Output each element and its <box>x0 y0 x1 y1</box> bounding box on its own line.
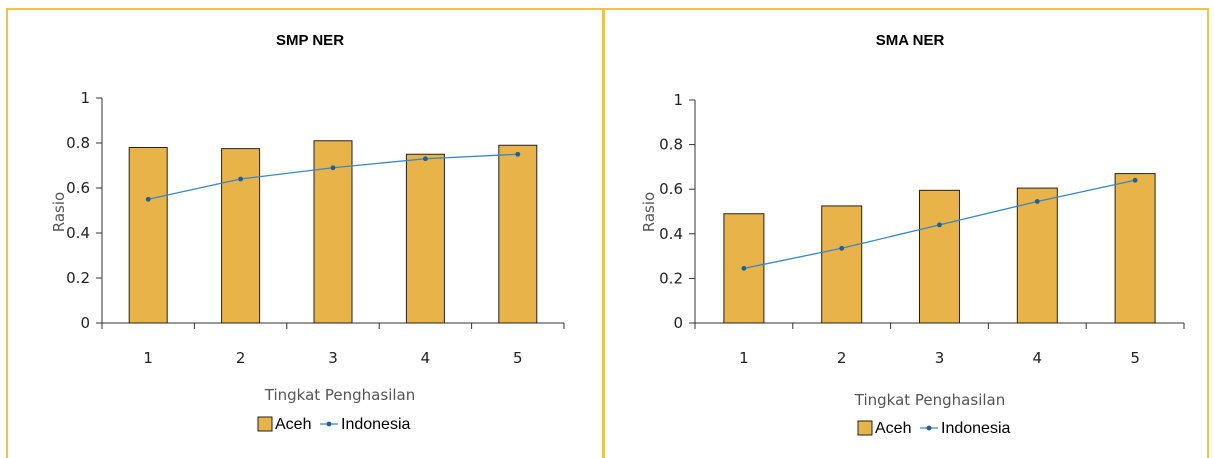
x-axis-label: Tingkat Penghasilan <box>854 391 1005 409</box>
x-tick-label: 5 <box>1130 349 1140 367</box>
y-tick-label: 0.2 <box>659 269 683 287</box>
y-tick-label: 0.4 <box>66 224 90 242</box>
x-tick-label: 4 <box>1033 349 1043 367</box>
y-tick-label: 0 <box>80 314 90 332</box>
y-tick-label: 0.4 <box>659 225 683 243</box>
point-indonesia <box>937 222 942 228</box>
chart-2: SMA NER 0 0.2 0.4 0.6 0.8 1 1 2 3 4 5 Rasio Tingkat P… <box>640 32 1185 437</box>
x-tick-label: 5 <box>513 349 523 367</box>
bar-aceh <box>405 153 445 324</box>
legend-label-indonesia: Indonesia <box>341 416 410 433</box>
point-indonesia <box>839 245 845 251</box>
legend-swatch-aceh <box>257 416 273 432</box>
y-tick-label: 0.6 <box>66 179 90 197</box>
x-tick-label: 3 <box>328 349 338 367</box>
chart-title: SMP NER <box>276 32 344 49</box>
x-axis-label: Tingkat Penghasilan <box>264 386 415 404</box>
sma-ner-panel <box>603 8 1209 458</box>
point-indonesia <box>1034 199 1040 204</box>
y-tick-label: 0.2 <box>66 269 90 287</box>
y-tick-label: 0 <box>673 314 683 332</box>
point-indonesia <box>423 156 428 162</box>
bar-aceh <box>1016 187 1058 324</box>
x-tick-label: 4 <box>421 349 431 367</box>
bar-aceh <box>919 189 960 324</box>
y-tick-label: 0.6 <box>659 180 683 198</box>
legend-label-aceh: Aceh <box>875 420 911 437</box>
legend-swatch-aceh <box>857 420 873 436</box>
bar-aceh <box>221 148 261 324</box>
y-tick-label: 1 <box>673 91 683 109</box>
x-tick-label: 1 <box>739 349 749 367</box>
y-axis-label: Rasio <box>50 192 68 232</box>
legend-label-indonesia: Indonesia <box>941 420 1010 437</box>
chart-1: SMP NER 0 0.2 0.4 0.6 0.8 1 1 2 3 4 5 Rasio Tingkat P… <box>50 32 565 433</box>
legend: Aceh Indonesia <box>857 420 1010 437</box>
bar-aceh <box>128 147 168 324</box>
point-indonesia <box>1132 177 1138 183</box>
y-axis-label: Rasio <box>640 192 658 232</box>
x-tick-label: 1 <box>143 349 153 367</box>
chart-title: SMA NER <box>876 32 945 49</box>
bar-aceh <box>313 140 353 324</box>
point-indonesia <box>238 176 244 182</box>
bar-aceh <box>1114 173 1156 324</box>
y-tick-label: 0.8 <box>659 136 683 154</box>
x-tick-label: 3 <box>935 349 945 367</box>
bar-aceh <box>821 205 863 324</box>
legend-label-aceh: Aceh <box>275 416 311 433</box>
y-tick-label: 1 <box>80 89 90 107</box>
legend: Aceh Indonesia <box>257 416 410 433</box>
point-indonesia <box>145 196 151 202</box>
y-tick-label: 0.8 <box>66 134 90 152</box>
point-indonesia <box>741 265 747 271</box>
legend-marker-indonesia <box>326 421 332 427</box>
x-tick-label: 2 <box>236 349 246 367</box>
x-tick-label: 2 <box>837 349 847 367</box>
bar-aceh <box>498 144 538 324</box>
legend-marker-indonesia <box>926 425 932 431</box>
point-indonesia <box>330 165 336 171</box>
point-indonesia <box>515 151 521 157</box>
